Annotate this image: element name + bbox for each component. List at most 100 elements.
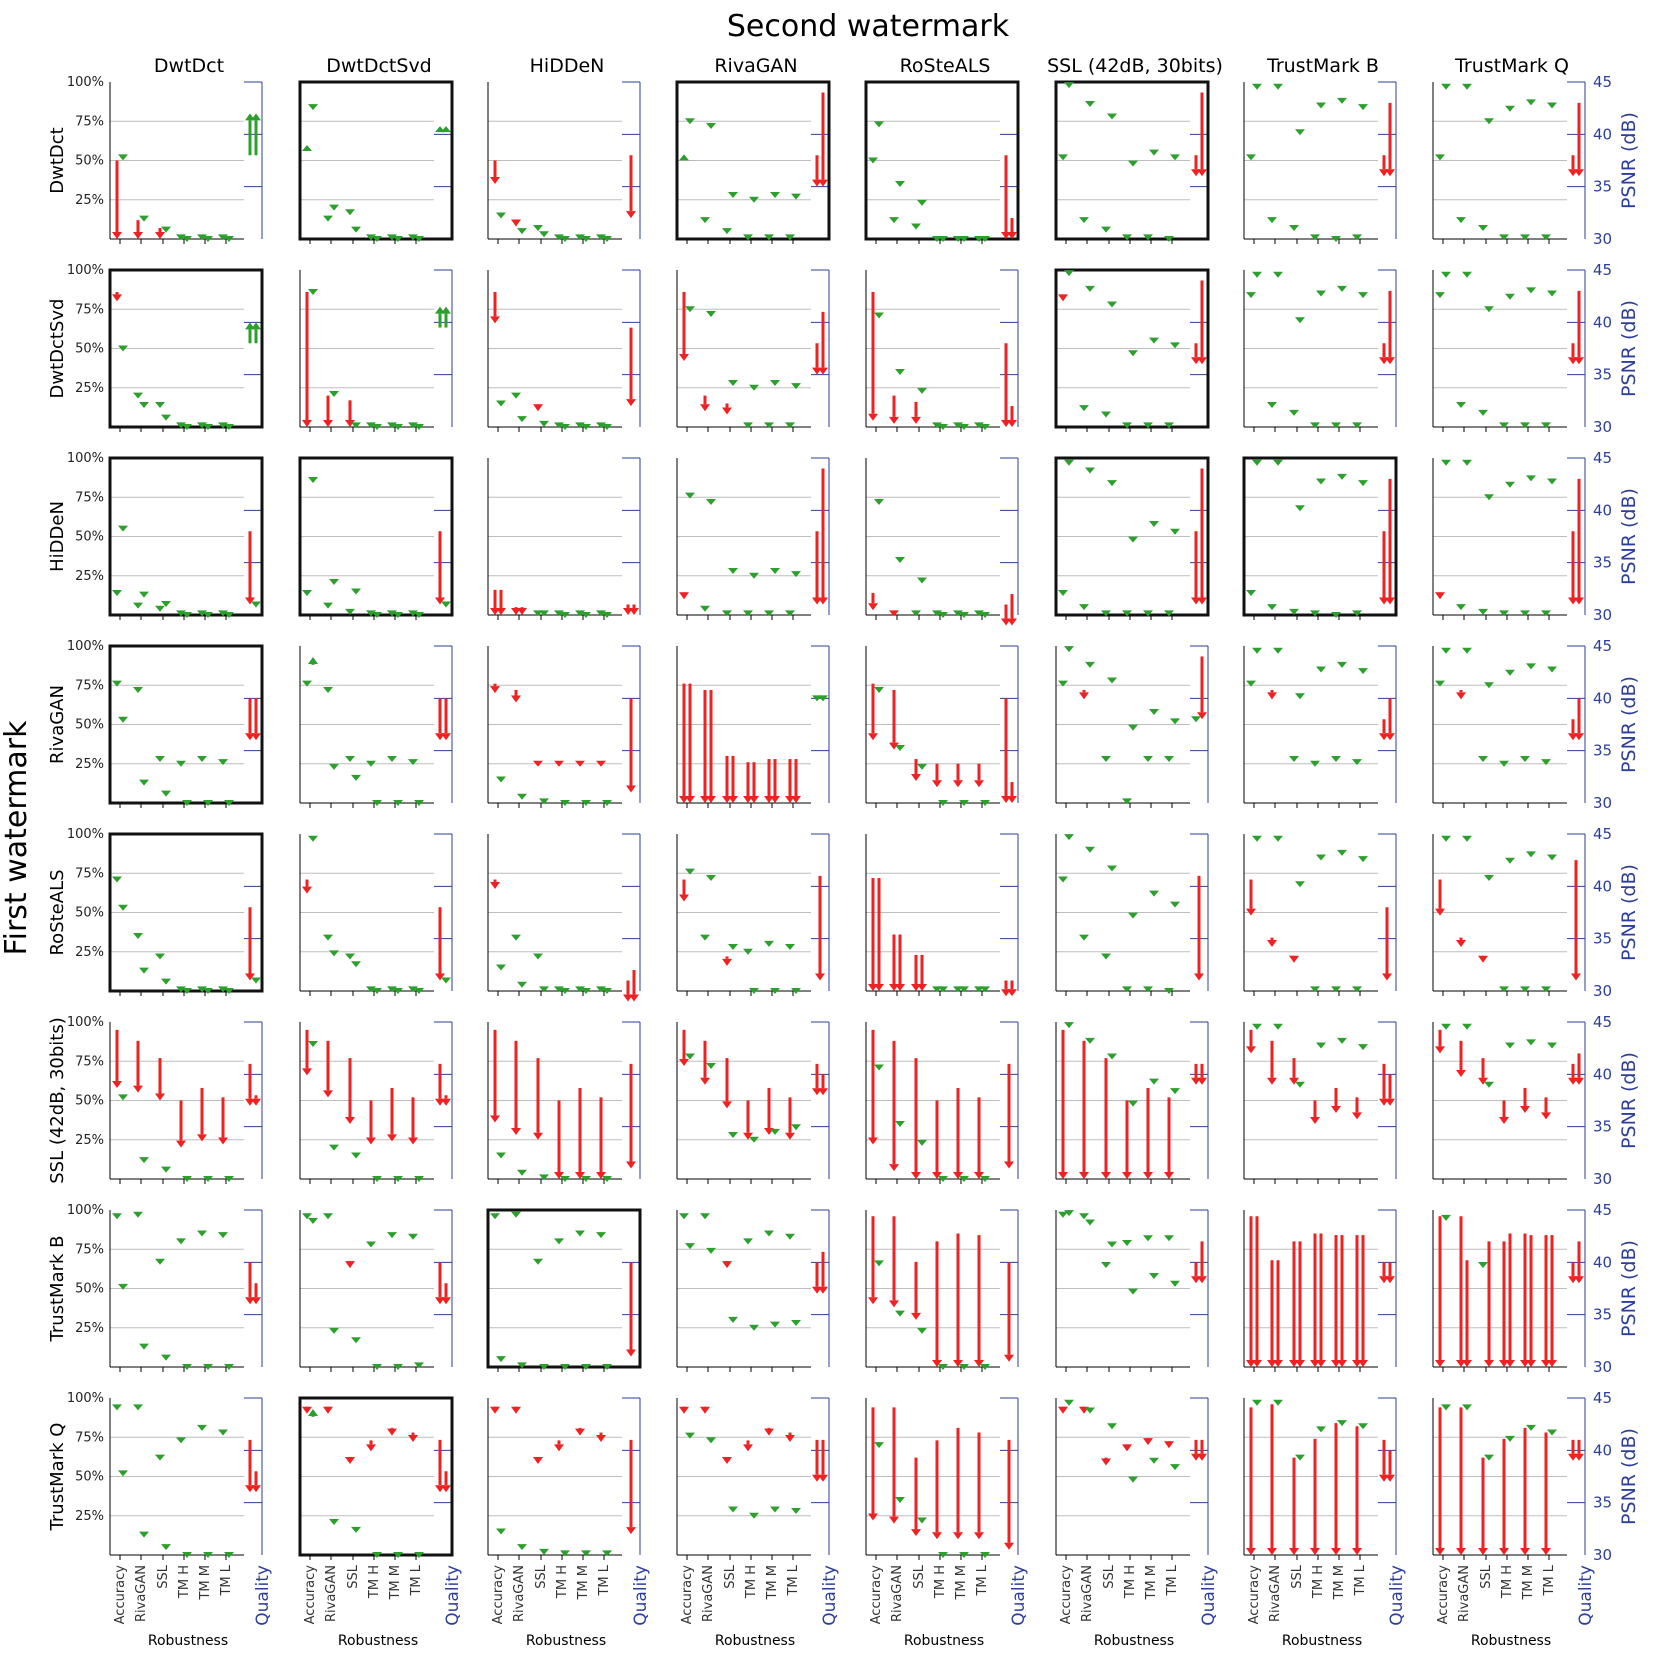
down-marker xyxy=(372,236,382,242)
down-marker xyxy=(511,392,521,399)
arrow-head xyxy=(1267,940,1277,948)
down-marker xyxy=(408,610,418,617)
arrow-head xyxy=(197,1134,207,1142)
down-marker xyxy=(743,422,753,429)
down-marker xyxy=(1252,83,1262,90)
y-tick-label: 100% xyxy=(67,75,104,90)
down-marker xyxy=(1085,1407,1095,1414)
down-marker xyxy=(1064,270,1074,277)
down-marker xyxy=(1246,292,1256,299)
x-tick-label: TM H xyxy=(177,1565,192,1599)
down-marker xyxy=(155,605,165,612)
down-marker xyxy=(791,383,801,390)
arrow-head xyxy=(889,1300,899,1308)
down-marker xyxy=(372,800,382,806)
down-marker xyxy=(1352,422,1362,429)
down-marker xyxy=(889,217,899,224)
down-marker xyxy=(176,422,186,429)
arrow-head xyxy=(911,774,921,782)
down-marker xyxy=(911,610,921,617)
down-marker xyxy=(1352,234,1362,241)
column-title: DwtDctSvd xyxy=(326,55,432,77)
down-marker xyxy=(496,1528,506,1535)
down-marker xyxy=(953,610,963,617)
down-marker xyxy=(791,193,801,200)
down-marker xyxy=(980,1552,990,1558)
row-title: SSL (42dB, 30bits) xyxy=(47,1017,68,1184)
down-marker xyxy=(224,424,234,430)
down-marker xyxy=(895,369,905,376)
arrow-head xyxy=(575,1172,585,1179)
down-marker xyxy=(351,1337,361,1344)
down-marker xyxy=(1064,646,1074,653)
down-marker xyxy=(133,1211,143,1218)
down-marker xyxy=(1122,610,1132,617)
arrow-head xyxy=(1456,1069,1466,1077)
arrow-head xyxy=(345,1117,355,1125)
arrow-head xyxy=(932,1360,942,1367)
psnr-tick-label: 30 xyxy=(1593,982,1612,1000)
down-marker xyxy=(1337,849,1347,856)
down-marker xyxy=(1547,1429,1557,1436)
arrow-head xyxy=(1164,1441,1174,1449)
down-marker xyxy=(911,223,921,230)
panel xyxy=(1055,833,1209,996)
down-marker xyxy=(770,1321,780,1328)
down-marker xyxy=(1273,271,1283,278)
down-marker xyxy=(351,422,361,429)
y-tick-label: 25% xyxy=(75,381,104,396)
y-tick-label: 50% xyxy=(75,1094,104,1109)
panel xyxy=(675,80,831,244)
arrow-head xyxy=(1197,1276,1207,1284)
down-marker xyxy=(533,953,543,960)
down-marker xyxy=(1462,83,1472,90)
down-marker xyxy=(1149,1078,1159,1085)
down-marker xyxy=(602,236,612,242)
panel xyxy=(865,457,1019,626)
down-marker xyxy=(118,716,128,723)
down-marker xyxy=(1547,290,1557,297)
arrow-head xyxy=(1246,1046,1256,1054)
arrow-head xyxy=(1574,357,1584,365)
down-marker xyxy=(560,1176,570,1182)
x-tick-label: TM H xyxy=(367,1565,382,1599)
down-marker xyxy=(575,1230,585,1237)
panel xyxy=(298,80,454,244)
down-marker xyxy=(323,934,333,941)
panel xyxy=(865,1209,1019,1372)
down-marker xyxy=(1107,1423,1117,1430)
down-marker xyxy=(980,612,990,618)
arrow-head xyxy=(1164,1172,1174,1179)
psnr-tick-label: 35 xyxy=(1593,930,1612,948)
y-tick-label: 75% xyxy=(75,1430,104,1445)
down-marker xyxy=(1310,610,1320,617)
down-marker xyxy=(329,204,339,211)
arrow-head xyxy=(700,1077,710,1085)
down-marker xyxy=(791,1124,801,1131)
down-marker xyxy=(749,1512,759,1519)
down-marker xyxy=(517,228,527,235)
down-marker xyxy=(1143,1235,1153,1242)
down-marker xyxy=(1505,105,1515,112)
down-marker xyxy=(685,1432,695,1439)
arrow-head xyxy=(1058,294,1068,302)
down-marker xyxy=(182,988,192,994)
arrow-head xyxy=(1385,597,1395,605)
down-marker xyxy=(959,612,969,618)
arrow-head xyxy=(679,592,689,600)
down-marker xyxy=(1316,854,1326,861)
down-marker xyxy=(329,1327,339,1334)
down-marker xyxy=(560,1550,570,1557)
arrow-head xyxy=(345,420,355,427)
highlight-frame xyxy=(1242,456,1398,617)
arrow-head xyxy=(700,404,710,412)
down-marker xyxy=(980,800,990,806)
down-marker xyxy=(1252,1023,1262,1030)
psnr-tick-label: 45 xyxy=(1593,261,1612,279)
arrow-head xyxy=(743,1444,753,1452)
arrow-head xyxy=(868,733,878,741)
arrow-head xyxy=(441,1297,451,1305)
down-marker xyxy=(1128,536,1138,543)
down-marker xyxy=(1170,1464,1180,1471)
down-marker xyxy=(932,422,942,429)
